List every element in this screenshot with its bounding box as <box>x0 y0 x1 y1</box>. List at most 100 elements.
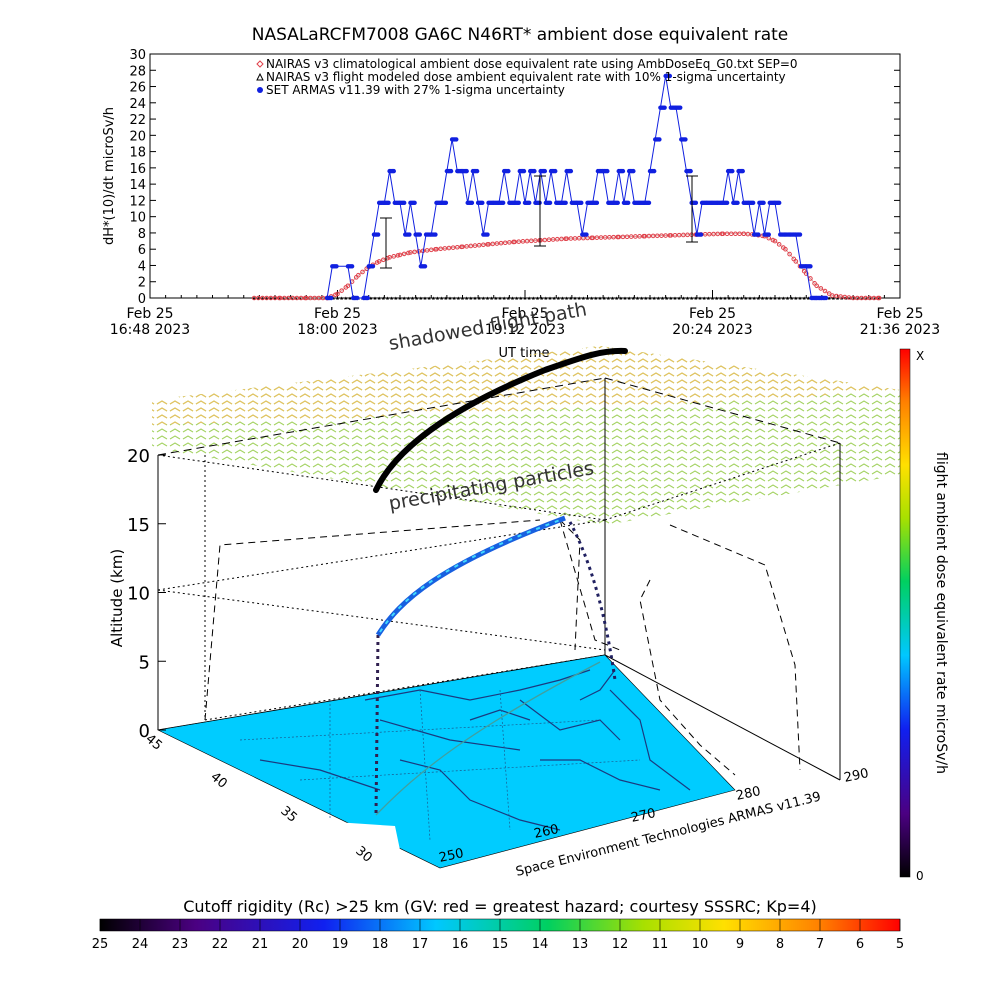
armas-point <box>485 232 490 237</box>
bottom-colorbar-tick-label: 23 <box>172 937 189 952</box>
y-tick-label: 10 <box>129 211 146 226</box>
model-triangle-point <box>473 296 477 300</box>
bottom-colorbar-tick-label: 13 <box>572 937 589 952</box>
climatological-point <box>559 236 564 242</box>
climatological-point <box>376 259 382 264</box>
climatological-point <box>803 271 809 276</box>
bottom-colorbar-tick-label: 21 <box>252 937 269 952</box>
armas-point <box>579 200 584 206</box>
climatological-point <box>876 295 882 301</box>
climatological-point <box>434 246 439 252</box>
climatological-point <box>668 233 674 238</box>
model-triangle-point <box>786 296 789 300</box>
armas-point <box>329 295 334 301</box>
model-triangle-point <box>790 296 794 300</box>
armas-point <box>823 295 829 301</box>
z-tick-label: 0 <box>139 721 150 742</box>
model-triangle-point <box>740 296 744 300</box>
climatological-point <box>264 295 269 301</box>
armas-point <box>646 200 652 206</box>
flight-path-3d <box>373 347 628 493</box>
armas-point <box>631 168 636 174</box>
climatological-point <box>442 246 448 251</box>
model-triangle-point <box>415 296 419 300</box>
model-triangle-point <box>573 296 577 300</box>
model-triangle-point <box>523 296 527 300</box>
bottom-colorbar-tick-label: 7 <box>816 937 824 952</box>
climatological-point <box>850 295 856 301</box>
y-tick-label: 6 <box>138 243 146 258</box>
armas-point <box>761 200 766 206</box>
model-triangle-point <box>615 296 619 300</box>
model-triangle-point <box>661 296 664 300</box>
climatological-point <box>546 237 552 243</box>
model-triangle-point <box>481 296 485 300</box>
model-triangle-point <box>727 296 731 300</box>
climatological-point <box>607 234 612 240</box>
armas-point <box>605 168 610 174</box>
model-triangle-point <box>344 296 348 300</box>
model-triangle-point <box>394 296 398 300</box>
climatological-point <box>834 293 839 299</box>
climatological-point <box>507 240 512 245</box>
climatological-point <box>335 291 340 297</box>
x-tick-label-time: 19:12 2023 <box>485 322 565 338</box>
model-triangle-point <box>644 296 648 300</box>
model-triangle-point <box>719 296 723 300</box>
model-triangle-point <box>731 296 735 300</box>
model-triangle-point <box>769 296 773 300</box>
y-tick-label: 12 <box>129 194 146 209</box>
armas-point <box>688 168 693 174</box>
model-triangle-point <box>552 296 556 300</box>
climatological-point <box>446 245 452 251</box>
armas-point <box>532 168 537 174</box>
climatological-point <box>783 246 788 252</box>
climatological-point <box>406 250 411 256</box>
climatological-point <box>282 295 287 301</box>
armas-point <box>808 264 813 269</box>
model-triangle-point <box>602 296 606 300</box>
armas-point <box>797 232 803 237</box>
climatological-point <box>464 244 469 249</box>
climatological-point <box>312 295 317 301</box>
dose-grid-plane-top <box>152 346 900 425</box>
climatological-point <box>360 269 365 275</box>
climatological-point <box>320 295 326 301</box>
armas-point <box>391 168 396 174</box>
legend: NAIRAS v3 climatological ambient dose eq… <box>256 57 798 97</box>
armas-point <box>464 168 469 174</box>
x-tick-label-date: Feb 25 <box>876 306 923 322</box>
climatological-point <box>472 243 478 248</box>
model-triangle-point <box>594 296 598 300</box>
model-triangle-point <box>677 296 681 300</box>
climatological-point <box>533 238 538 243</box>
climatological-point <box>681 232 686 238</box>
right-colorbar-label: flight ambient dose equivalent rate micr… <box>933 452 949 774</box>
climatological-point <box>308 295 313 301</box>
climatological-point <box>476 242 482 248</box>
climatological-point <box>826 291 832 296</box>
climatological-point <box>564 236 569 241</box>
drop-line-right <box>568 521 617 681</box>
climatological-point <box>854 295 860 301</box>
climatological-point <box>650 233 656 239</box>
climatological-point <box>303 295 309 301</box>
climatological-point <box>633 234 638 239</box>
armas-point <box>412 200 417 206</box>
model-triangle-point <box>444 296 448 300</box>
climatological-point <box>859 295 864 301</box>
model-triangle-point <box>465 296 469 300</box>
climatological-point <box>272 295 278 301</box>
model-triangle-point <box>736 296 739 300</box>
climatological-point <box>345 283 351 289</box>
model-triangle-point <box>540 296 544 300</box>
bottom-colorbar-tick-label: 24 <box>132 937 149 952</box>
armas-point <box>433 232 438 237</box>
armas-point <box>365 295 370 301</box>
model-triangle-point <box>806 296 810 300</box>
armas-point <box>683 137 688 142</box>
armas-point <box>615 200 620 206</box>
climatological-point <box>711 231 716 237</box>
armas-point <box>375 232 381 237</box>
